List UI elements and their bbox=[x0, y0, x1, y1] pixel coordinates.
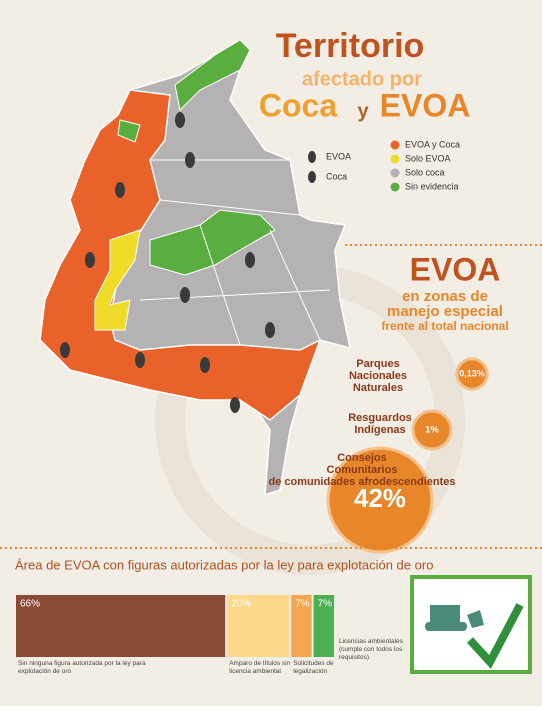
gold-value: 66% bbox=[20, 599, 40, 610]
gold-segment bbox=[227, 595, 290, 657]
legend-label: EVOA bbox=[326, 151, 351, 161]
zones-title: EVOA bbox=[410, 251, 501, 287]
zones-subtitle: manejo especial bbox=[387, 303, 503, 320]
legend-swatch bbox=[390, 140, 400, 150]
gold-label: Solicitudes de legalización bbox=[293, 660, 334, 675]
title-line: EVOA bbox=[380, 87, 471, 123]
gold-label: Sin ninguna figura autorizada por la ley… bbox=[18, 660, 146, 675]
map-border bbox=[139, 159, 331, 346]
zone-value: 42% bbox=[354, 485, 406, 513]
legend-label: Coca bbox=[326, 171, 347, 181]
zone-label: Consejos Comunitarios de comunidades afrod… bbox=[268, 452, 455, 488]
legend-swatch bbox=[390, 182, 400, 192]
legend-swatch bbox=[390, 154, 400, 164]
title-line: Territorio bbox=[276, 27, 425, 65]
zone-value: 0,13% bbox=[459, 368, 485, 378]
map-region bbox=[117, 119, 141, 143]
legend-swatch bbox=[390, 168, 400, 178]
approval-icon bbox=[410, 575, 532, 674]
map-region bbox=[94, 229, 141, 331]
zone-bubble bbox=[455, 357, 489, 391]
legend-icon bbox=[308, 171, 316, 183]
legend-icon bbox=[308, 151, 316, 163]
map-region bbox=[149, 209, 276, 276]
gold-bar: 66% Sin ninguna figura autorizada por la … bbox=[16, 595, 404, 675]
zone-bubble bbox=[326, 446, 434, 554]
gold-title: Área de EVOA con figuras autorizadas por… bbox=[15, 557, 433, 572]
zone-label: Resguardos Indígenas bbox=[348, 412, 412, 436]
gold-value: 7% bbox=[318, 599, 333, 610]
gold-value: 7% bbox=[295, 599, 310, 610]
zone-bubble bbox=[411, 409, 453, 451]
zone-value: 1% bbox=[425, 425, 439, 436]
zone-label: Parques Nacionales Naturales bbox=[349, 358, 407, 394]
legend-label: Sin evidencia bbox=[405, 181, 459, 191]
zones-subtitle: en zonas de bbox=[402, 288, 488, 305]
gold-label: Licencias ambientales (cumple con todos l… bbox=[339, 638, 404, 661]
legend: EVOA Coca EVOA y Coca Solo EVOA Solo coca Sin… bbox=[308, 139, 460, 192]
leaf-icons bbox=[60, 112, 275, 413]
title-line: afectado por bbox=[302, 68, 422, 90]
gold-label: Amparo de títulos sin licencia ambiental bbox=[229, 660, 290, 675]
gold-segment bbox=[16, 595, 226, 657]
gold-segment bbox=[291, 595, 312, 657]
title-line: Coca bbox=[259, 87, 337, 123]
map-region bbox=[174, 39, 251, 112]
legend-label: EVOA y Coca bbox=[405, 139, 460, 149]
map bbox=[39, 39, 351, 497]
title-line: y bbox=[357, 100, 369, 122]
gold-segment bbox=[313, 595, 334, 657]
zones-subtitle: frente al total nacional bbox=[381, 319, 508, 333]
legend-label: Solo EVOA bbox=[405, 153, 451, 163]
legend-label: Solo coca bbox=[405, 167, 445, 177]
gold-value: 20% bbox=[231, 599, 251, 610]
